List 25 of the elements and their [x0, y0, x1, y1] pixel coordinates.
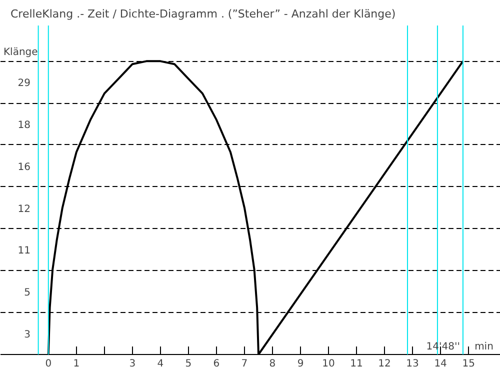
chart-title: CrelleKlang .- Zeit / Dichte-Diagramm . (”Steher” - Anzahl der Klänge)	[10, 8, 396, 20]
annotation: 12	[18, 204, 31, 215]
x-tick-label: 11	[350, 358, 363, 370]
x-tick-label: 9	[297, 358, 304, 370]
x-tick-label: 5	[185, 358, 192, 370]
x-axis-title: min	[474, 342, 494, 352]
x-tick-label: 0	[45, 358, 52, 370]
annotation: 16	[18, 162, 31, 173]
annotation: 11	[18, 246, 31, 257]
annotation: 29	[18, 78, 31, 90]
x-tick-label: 6	[213, 358, 220, 370]
x-tick-label: 8	[269, 358, 276, 370]
annotation: 5	[24, 288, 31, 299]
annotation: 3	[24, 330, 31, 341]
x-tick-label: 14	[434, 358, 447, 370]
x-tick-label: 13	[406, 358, 419, 370]
x-tick-label: 4	[157, 358, 164, 370]
x-tick-label: 7	[241, 358, 248, 370]
x-tick-label: 12	[378, 358, 391, 370]
x-tick-label: 15	[462, 358, 475, 370]
x-tick-label: 3	[129, 358, 136, 370]
y-axis-title: Klänge	[4, 47, 38, 58]
annotation: 18	[18, 120, 31, 132]
x-tick-label: 1	[73, 358, 80, 370]
x-tick-label: 10	[322, 358, 335, 370]
